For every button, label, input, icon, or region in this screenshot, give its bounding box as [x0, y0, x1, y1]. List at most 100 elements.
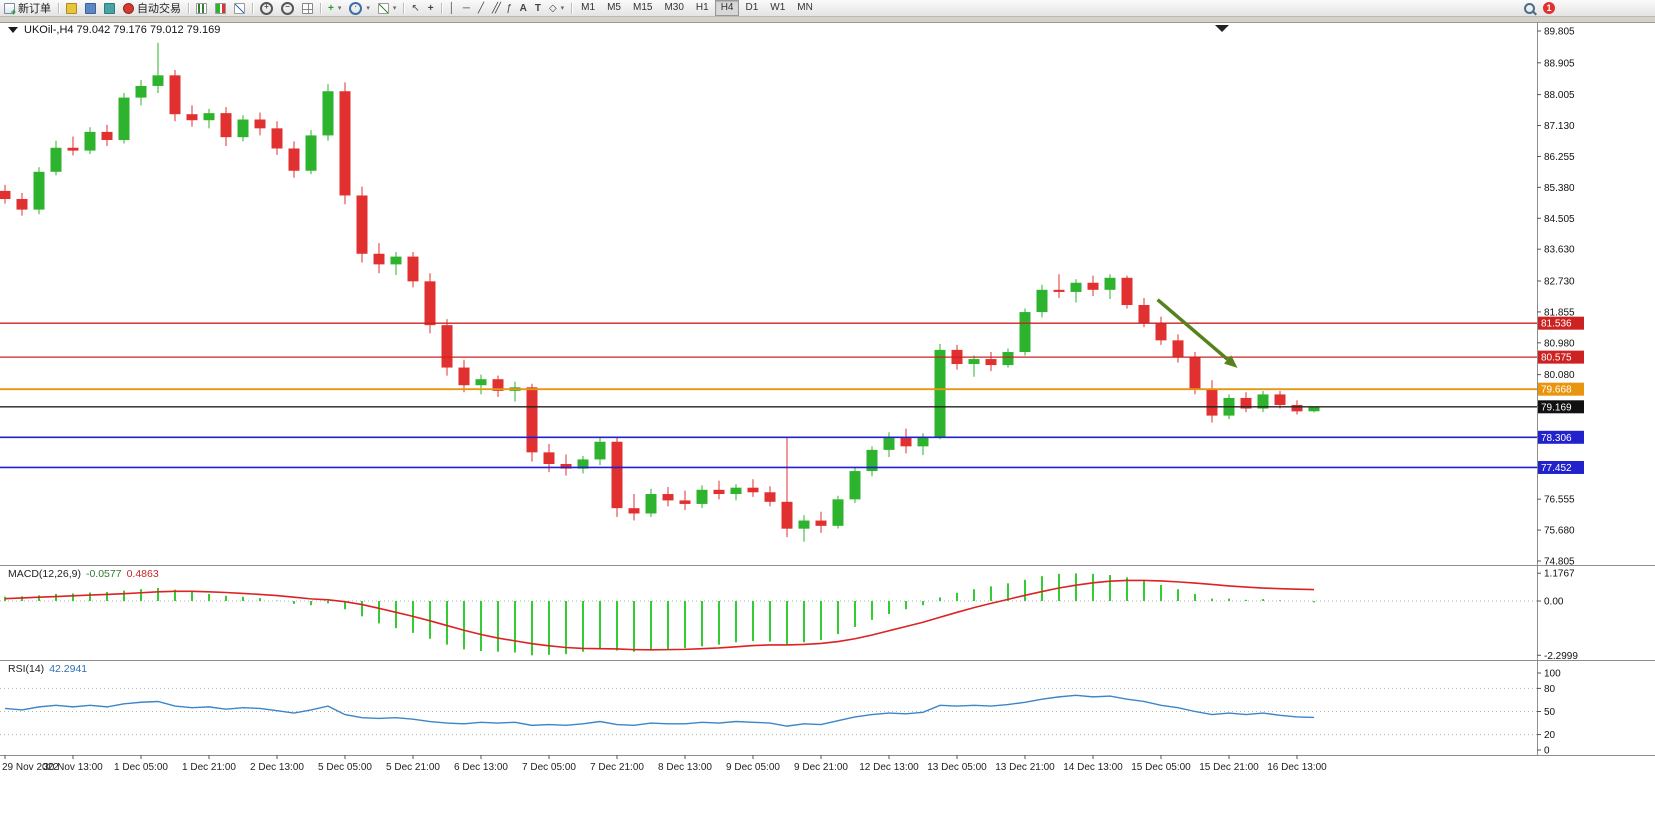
price-axis-label: 83.630: [1544, 245, 1575, 256]
timeframe-toolbar: M1 M5 M15 M30 H1 H4 D1 W1 MN: [575, 0, 819, 16]
candle: [611, 441, 623, 509]
candle-chart-icon: [215, 2, 226, 14]
candle: [662, 494, 674, 501]
cursor-icon: ↖: [411, 2, 420, 14]
new-order-button[interactable]: 新订单: [0, 1, 55, 17]
new-chart-icon: +: [328, 2, 334, 14]
candle: [1172, 340, 1184, 357]
timeframe-M30[interactable]: M30: [664, 2, 684, 13]
new-order-label: 新订单: [18, 3, 51, 15]
candle: [815, 520, 827, 526]
tile-windows-button[interactable]: [298, 1, 317, 16]
date-axis-label: 5 Dec 21:00: [386, 762, 440, 773]
trendline-icon: ╱: [477, 2, 484, 14]
zoom-in-button[interactable]: +: [256, 1, 277, 16]
crosshair-button[interactable]: +: [424, 1, 438, 16]
new-chart-button[interactable]: + ▾: [324, 1, 345, 16]
candle: [577, 459, 589, 469]
candle: [1240, 397, 1252, 409]
date-axis-label: 30 Nov 13:00: [43, 762, 103, 773]
label-button[interactable]: T: [531, 1, 545, 16]
timeframe-H4[interactable]: H4: [714, 0, 740, 16]
indicators-icon: [377, 2, 389, 14]
candle: [1155, 322, 1167, 341]
date-axis-label: 16 Dec 13:00: [1267, 762, 1327, 773]
candle: [407, 256, 419, 282]
autotrading-button[interactable]: 自动交易: [119, 1, 185, 16]
date-axis-label: 13 Dec 21:00: [995, 762, 1055, 773]
timeframe-M1[interactable]: M1: [581, 2, 596, 13]
chart-canvas[interactable]: 89.805 88.905 88.005 87.130 86.255 85.380 84.5…: [0, 22, 1655, 820]
price-axis-label: 75.680: [1544, 526, 1575, 537]
navigator-button[interactable]: [81, 1, 100, 16]
shapes-button[interactable]: ◇ ▾: [545, 1, 568, 16]
terminal-button[interactable]: [100, 1, 119, 16]
chart-header: UKOil-,H4 79.042 79.176 79.012 79.169: [8, 24, 220, 36]
trend-arrow[interactable]: [1156, 298, 1229, 361]
timeframe-W1[interactable]: W1: [770, 2, 786, 13]
price-axis-label: 86.255: [1544, 152, 1575, 163]
bar-chart-button[interactable]: [192, 1, 211, 16]
candle: [713, 489, 725, 495]
candle: [968, 359, 980, 365]
candle: [322, 91, 334, 136]
chart-menu-triangle-icon[interactable]: [8, 27, 18, 34]
search-button[interactable]: [1520, 1, 1539, 16]
clock-icon: ·: [349, 1, 363, 15]
zoom-out-button[interactable]: −: [277, 1, 298, 16]
toolbar-separator: [440, 2, 442, 14]
candle: [1036, 289, 1048, 313]
vertical-line-button[interactable]: │: [445, 1, 459, 16]
toolbar-separator: [252, 2, 253, 14]
price-tag-label: 77.452: [1541, 463, 1572, 474]
date-axis-label: 9 Dec 21:00: [794, 762, 848, 773]
zoom-in-icon: +: [260, 1, 273, 15]
price-tag: [1538, 316, 1584, 330]
channel-button[interactable]: ╱╱: [488, 1, 502, 16]
candle: [594, 441, 606, 460]
candle: [1121, 277, 1133, 306]
candle: [390, 256, 402, 265]
notification-badge[interactable]: 1: [1543, 2, 1555, 14]
text-button[interactable]: A: [516, 1, 531, 16]
price-axis-label: 87.130: [1544, 121, 1575, 132]
candle: [271, 128, 283, 149]
price-axis-label: 81.855: [1544, 307, 1575, 318]
timeframe-MN[interactable]: MN: [797, 2, 813, 13]
navigator-icon: [85, 2, 96, 14]
candle: [1257, 394, 1269, 409]
candle: [1206, 389, 1218, 416]
rsi-axis-label: 80: [1544, 684, 1556, 695]
timeframe-D1[interactable]: D1: [745, 2, 759, 13]
toolbar-separator: [188, 2, 189, 14]
indicators-button[interactable]: ▾: [374, 1, 401, 16]
cursor-button[interactable]: ↖: [407, 1, 423, 16]
candle: [458, 367, 470, 386]
price-axis-label: 84.505: [1544, 214, 1575, 225]
date-axis-label: 6 Dec 13:00: [454, 762, 508, 773]
timeframe-M15[interactable]: M15: [632, 2, 653, 13]
rsi-line: [4, 694, 1315, 727]
date-axis-label: 15 Dec 05:00: [1131, 762, 1191, 773]
candle: [1138, 305, 1150, 323]
candle-chart-button[interactable]: [211, 1, 230, 16]
candle: [883, 437, 895, 450]
timeframe-M5[interactable]: M5: [607, 2, 621, 13]
trendline-button[interactable]: ╱: [474, 1, 488, 16]
candle: [33, 171, 45, 210]
data-window-button[interactable]: [62, 1, 81, 16]
rsi-axis-label: 20: [1544, 730, 1556, 741]
date-axis-label: 12 Dec 13:00: [859, 762, 919, 773]
timeframe-H1[interactable]: H1: [695, 2, 709, 13]
line-chart-button[interactable]: [230, 1, 249, 16]
fibonacci-button[interactable]: ƒ: [502, 1, 516, 16]
macd-signal-line: [4, 579, 1315, 651]
period-menu-button[interactable]: · ▾: [345, 1, 374, 16]
macd-axis-label: 0.00: [1544, 597, 1564, 608]
horizontal-line-button[interactable]: ─: [459, 1, 474, 16]
toolbar-separator: [571, 2, 573, 14]
search-icon: [1524, 2, 1535, 14]
chart-shift-marker-icon[interactable]: [1215, 25, 1229, 32]
candle: [985, 359, 997, 366]
